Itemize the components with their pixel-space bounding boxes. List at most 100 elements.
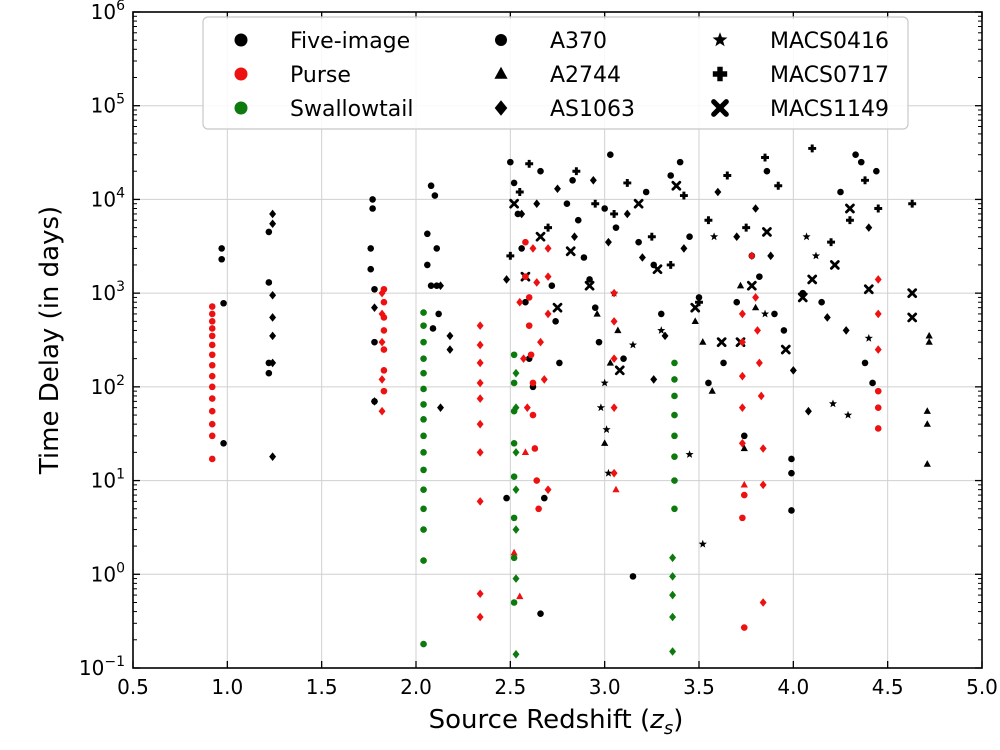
data-point-five-image-diamond bbox=[623, 209, 631, 219]
data-point-five-image-circle bbox=[740, 432, 748, 440]
data-point-purse-diamond bbox=[754, 326, 761, 335]
data-point-swallowtail-diamond bbox=[512, 574, 520, 583]
data-point-purse-diamond bbox=[476, 378, 484, 388]
data-point-swallowtail-circle bbox=[420, 401, 427, 408]
data-point-five-image-diamond bbox=[269, 219, 277, 229]
data-point-purse-diamond bbox=[610, 468, 618, 478]
y-tick-exponent: 1 bbox=[116, 467, 125, 483]
data-point-five-image-circle bbox=[431, 192, 439, 199]
data-point-five-image-circle bbox=[424, 230, 431, 238]
data-point-five-image-circle bbox=[574, 216, 582, 224]
data-point-swallowtail-circle bbox=[671, 432, 678, 440]
data-point-swallowtail-diamond bbox=[512, 368, 520, 378]
data-point-five-image-plus bbox=[525, 159, 534, 168]
data-point-swallowtail-diamond bbox=[669, 553, 677, 563]
data-point-five-image-triangle bbox=[923, 407, 931, 414]
data-point-five-image-x bbox=[780, 344, 791, 355]
data-point-five-image-plus bbox=[591, 199, 600, 208]
data-point-five-image-circle bbox=[569, 176, 576, 184]
y-tick-label: 102 bbox=[91, 373, 125, 399]
data-point-five-image-circle bbox=[586, 276, 593, 283]
data-point-purse-diamond bbox=[759, 444, 767, 453]
data-point-five-image-circle bbox=[620, 355, 627, 362]
data-point-swallowtail-circle bbox=[420, 526, 427, 533]
data-point-five-image-x bbox=[552, 302, 563, 313]
data-point-purse-diamond bbox=[378, 375, 386, 384]
data-point-purse-diamond bbox=[533, 278, 541, 287]
data-point-five-image-x bbox=[652, 264, 663, 275]
data-point-five-image-star bbox=[828, 399, 837, 408]
data-point-five-image-triangle bbox=[606, 358, 614, 366]
data-point-five-image-star bbox=[811, 251, 821, 260]
data-point-swallowtail-diamond bbox=[512, 448, 520, 457]
data-point-purse-circle bbox=[208, 332, 216, 340]
data-point-five-image-triangle bbox=[751, 303, 760, 311]
data-point-five-image-x-stroke bbox=[780, 344, 791, 355]
legend-marker-swallowtail bbox=[234, 101, 248, 115]
data-point-five-image-x bbox=[807, 274, 818, 285]
data-point-five-image-x-stroke bbox=[633, 198, 644, 209]
data-point-five-image-plus bbox=[647, 232, 656, 241]
legend-label-as1063: AS1063 bbox=[550, 97, 635, 122]
data-point-purse-circle bbox=[208, 383, 216, 391]
y-tick-exponent: −1 bbox=[104, 654, 125, 670]
data-point-swallowtail-circle bbox=[510, 439, 518, 447]
data-point-five-image-circle bbox=[771, 310, 778, 318]
data-point-five-image-plus bbox=[666, 260, 675, 269]
data-point-swallowtail-circle bbox=[420, 416, 427, 423]
data-point-five-image-x bbox=[716, 337, 727, 348]
x-tick-label: 0.5 bbox=[117, 675, 149, 699]
data-point-swallowtail-circle bbox=[420, 338, 427, 346]
data-point-five-image-circle bbox=[756, 273, 763, 280]
data-point-five-image-circle bbox=[556, 359, 563, 367]
legend-label-macs0717: MACS0717 bbox=[770, 63, 889, 88]
data-point-purse-diamond bbox=[378, 406, 386, 416]
data-point-five-image-diamond bbox=[661, 331, 669, 341]
legend-marker-as1063 bbox=[494, 100, 508, 116]
y-tick-label: 106 bbox=[91, 0, 125, 24]
data-point-five-image-diamond bbox=[804, 406, 812, 416]
data-point-five-image-x-stroke bbox=[671, 180, 682, 191]
data-point-purse-triangle bbox=[740, 480, 748, 488]
data-point-five-image-circle bbox=[837, 188, 844, 196]
data-point-five-image-diamond bbox=[269, 290, 277, 300]
data-point-swallowtail-circle bbox=[420, 385, 427, 393]
data-point-five-image-circle bbox=[818, 298, 825, 306]
legend-marker-a370 bbox=[495, 34, 507, 46]
data-point-five-image-circle bbox=[429, 325, 437, 332]
data-point-purse-triangle bbox=[521, 448, 530, 456]
data-point-five-image-circle bbox=[552, 318, 559, 325]
data-point-five-image-plus bbox=[761, 153, 769, 162]
data-point-five-image-circle bbox=[522, 298, 529, 306]
data-point-purse-circle bbox=[208, 341, 216, 349]
y-tick-base: 10 bbox=[91, 0, 116, 24]
data-point-purse-circle bbox=[208, 455, 216, 463]
data-point-five-image-circle bbox=[591, 304, 599, 311]
data-point-five-image-diamond bbox=[533, 199, 541, 209]
data-point-purse-diamond bbox=[738, 309, 746, 319]
data-point-five-image-diamond bbox=[269, 331, 277, 341]
data-point-five-image-plus bbox=[723, 171, 732, 180]
data-point-five-image-diamond bbox=[446, 345, 454, 354]
data-point-five-image-x-stroke bbox=[907, 288, 918, 299]
data-point-purse-circle bbox=[208, 318, 216, 325]
data-point-five-image-star bbox=[802, 232, 811, 241]
data-point-five-image-triangle bbox=[923, 420, 931, 427]
data-point-five-image-circle bbox=[518, 245, 525, 252]
data-point-purse-circle bbox=[208, 310, 216, 318]
data-point-swallowtail-circle bbox=[420, 355, 427, 362]
data-point-five-image-diamond bbox=[789, 366, 797, 375]
data-point-swallowtail-diamond bbox=[512, 485, 520, 494]
data-point-five-image-circle bbox=[218, 245, 225, 252]
data-point-purse-diamond bbox=[476, 321, 484, 330]
data-point-purse-circle bbox=[535, 505, 542, 513]
data-point-five-image-plus bbox=[874, 204, 883, 213]
data-point-five-image-circle bbox=[695, 294, 703, 301]
data-point-five-image-circle bbox=[720, 359, 727, 367]
data-point-purse-diamond bbox=[610, 354, 618, 363]
data-point-five-image-star bbox=[602, 425, 611, 434]
data-point-purse-circle bbox=[739, 514, 746, 522]
data-point-five-image-plus bbox=[774, 181, 783, 190]
data-point-swallowtail-circle bbox=[420, 557, 427, 564]
data-point-five-image-circle bbox=[861, 359, 869, 367]
